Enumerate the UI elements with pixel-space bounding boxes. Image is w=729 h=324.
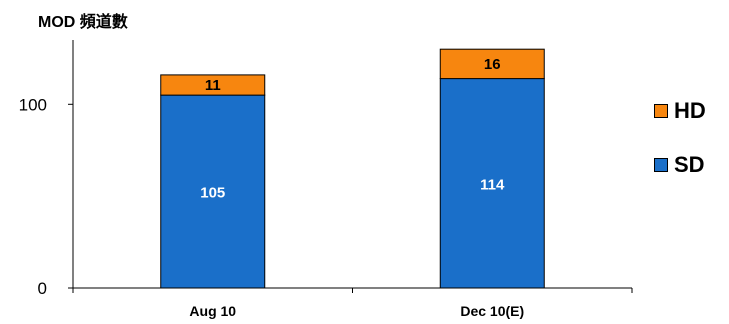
legend-item-hd: HD [654,98,706,124]
data-label-hd-0: 11 [205,77,221,94]
y-tick-label-0: 0 [38,279,47,298]
axes [68,40,632,293]
legend-swatch-sd [654,158,668,172]
x-tick-label-1: Dec 10(E) [460,303,524,319]
legend-label-sd: SD [674,152,705,178]
data-label-sd-0: 105 [200,185,225,202]
data-label-sd-1: 114 [480,176,505,193]
legend-item-sd: SD [654,152,705,178]
data-label-hd-1: 16 [484,56,501,73]
x-tick-label-0: Aug 10 [189,303,236,319]
legend-swatch-hd [654,104,668,118]
legend-label-hd: HD [674,98,706,124]
y-tick-label-100: 100 [19,95,47,114]
